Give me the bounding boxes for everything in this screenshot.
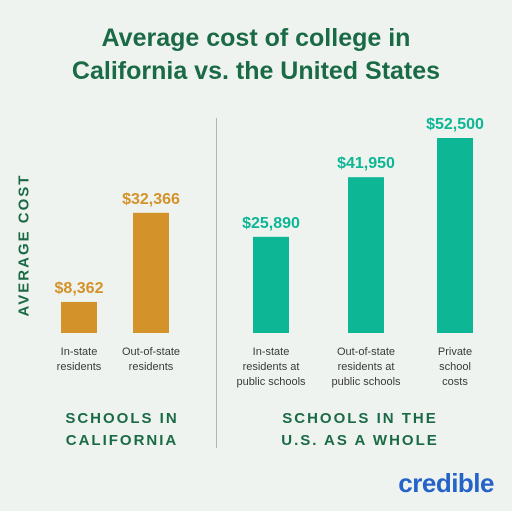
category-label: In-state residents at public schools (236, 346, 306, 388)
category-label: Out-of-state residents (122, 346, 180, 373)
bar-california-1 (133, 212, 169, 333)
bar-us-2 (437, 138, 473, 333)
bar-value-label: $25,890 (242, 215, 300, 232)
bar-us-1 (348, 177, 384, 333)
bar-value-label: $8,362 (55, 280, 104, 297)
category-label: Private school costs (438, 346, 472, 388)
bar-value-label: $32,366 (122, 191, 180, 208)
group-label-california-line-1: SCHOOLS IN (65, 410, 179, 427)
group-label-us-line-2: U.S. AS A WHOLE (281, 432, 439, 449)
group-label-california-line-2: CALIFORNIA (65, 432, 179, 449)
group-divider (216, 118, 217, 448)
bar-us-0 (253, 236, 289, 333)
bar-value-label: $41,950 (337, 155, 395, 172)
chart-title: Average cost of college in California vs… (0, 22, 512, 88)
title-line-2: California vs. the United States (71, 57, 441, 85)
category-label: In-state residents (57, 346, 102, 373)
group-label-us-line-1: SCHOOLS IN THE (282, 410, 438, 427)
credible-logo: credible (398, 468, 494, 498)
group-label-us: SCHOOLS IN THE U.S. AS A WHOLE (250, 408, 470, 452)
bar-value-label: $52,500 (426, 116, 484, 133)
category-label: Out-of-state residents at public schools (331, 346, 401, 388)
group-label-california: SCHOOLS IN CALIFORNIA (42, 408, 202, 452)
title-line-1: Average cost of college in (101, 24, 411, 52)
bar-california-0 (61, 301, 97, 333)
